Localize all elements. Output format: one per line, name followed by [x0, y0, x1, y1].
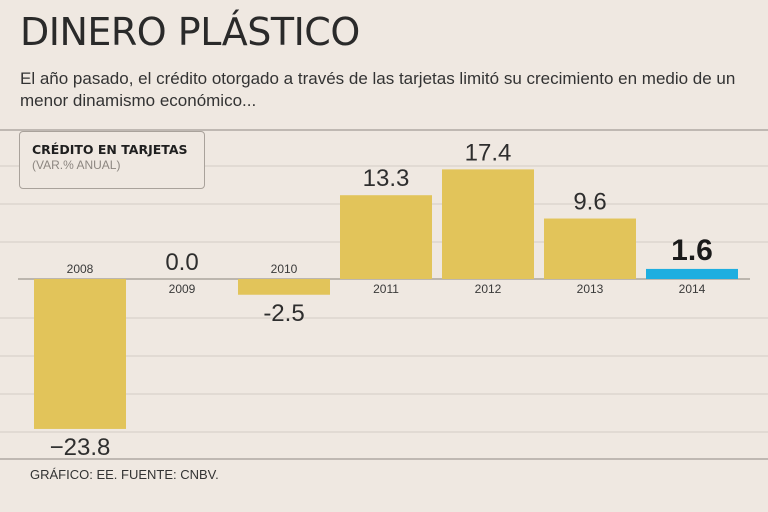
data-label: 17.4 — [465, 139, 512, 166]
bar-2010 — [238, 279, 330, 295]
bar-2008 — [34, 279, 126, 429]
chart-legend-box: CRÉDITO EN TARJETAS (VAR.% ANUAL) — [19, 131, 205, 189]
x-tick-label: 2014 — [679, 282, 706, 296]
data-label: 9.6 — [573, 189, 606, 216]
legend-title: CRÉDITO EN TARJETAS — [32, 142, 188, 157]
page-title: DINERO PLÁSTICO — [20, 10, 360, 54]
x-tick-label: 2010 — [271, 262, 298, 276]
x-tick-label: 2009 — [169, 282, 196, 296]
bar-2013 — [544, 218, 636, 279]
data-label: 13.3 — [363, 165, 410, 192]
x-tick-label: 2011 — [373, 282, 399, 296]
bar-2011 — [340, 195, 432, 279]
legend-unit: (VAR.% ANUAL) — [32, 158, 121, 172]
x-tick-label: 2013 — [577, 282, 604, 296]
bar-2012 — [442, 169, 534, 279]
source-credit: GRÁFICO: EE. FUENTE: CNBV. — [30, 467, 219, 482]
data-label: −23.8 — [50, 434, 111, 461]
bar-2014 — [646, 268, 738, 279]
data-label: 0.0 — [165, 249, 198, 276]
data-label: 1.6 — [671, 234, 713, 267]
data-label: -2.5 — [263, 300, 304, 327]
page-subtitle: El año pasado, el crédito otorgado a tra… — [20, 69, 736, 110]
x-tick-label: 2008 — [67, 262, 94, 276]
x-tick-label: 2012 — [475, 282, 502, 296]
